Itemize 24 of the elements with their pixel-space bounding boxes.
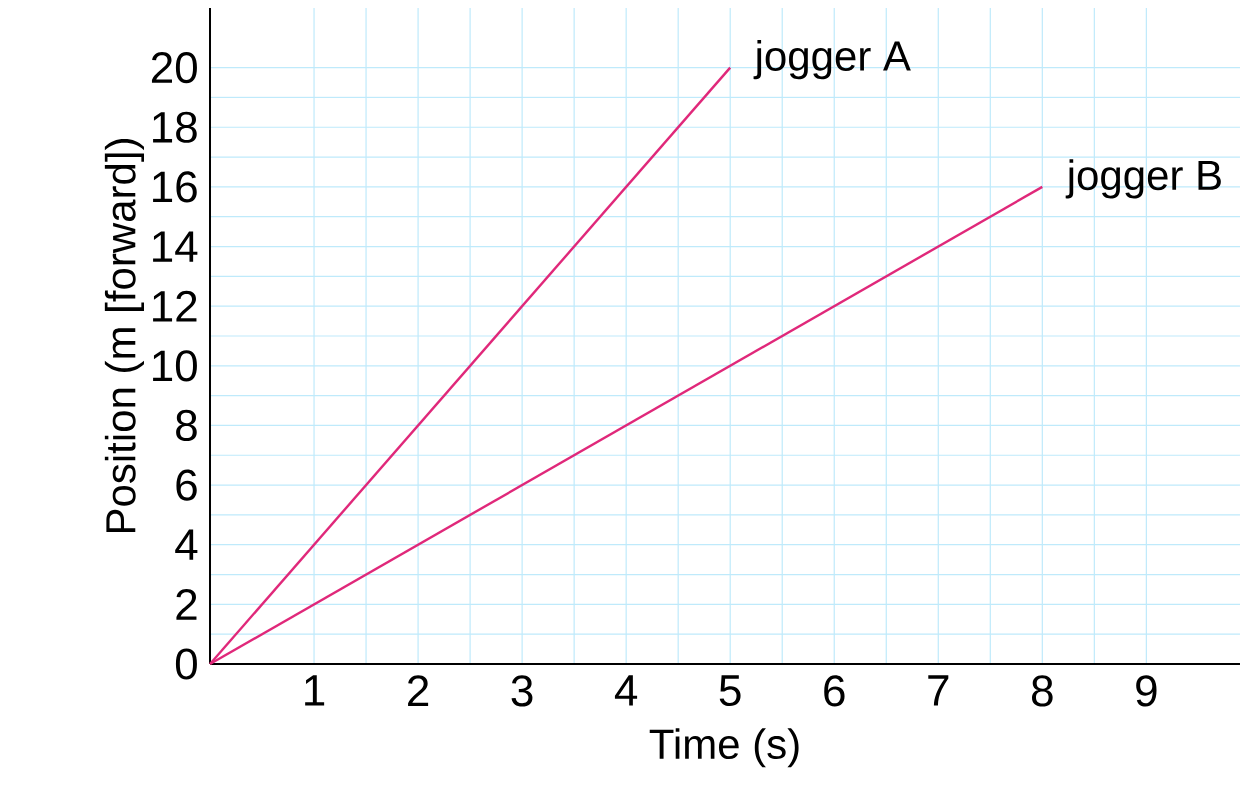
x-tick-label: 5	[719, 675, 741, 707]
y-tick-label: 6	[176, 469, 197, 501]
y-tick-label: 8	[176, 409, 197, 442]
y-tick-label: 2	[176, 588, 197, 620]
x-tick-label: 3	[511, 675, 533, 707]
y-tick-label: 0	[175, 648, 197, 680]
series-label: jogger A	[753, 40, 911, 80]
y-tick-label: 14	[153, 231, 198, 262]
y-tick-label: 18	[153, 111, 197, 143]
y-tick-label: 12	[153, 290, 197, 322]
x-tick-label: 9	[1136, 675, 1157, 707]
y-axis-title: Position (m [forward])	[104, 139, 144, 533]
y-tick-label: 10	[153, 350, 197, 382]
x-tick-label: 2	[408, 675, 429, 707]
x-tick-label: 7	[928, 675, 949, 706]
x-tick-label: 1	[305, 675, 325, 706]
x-axis-title: Time (s)	[649, 728, 799, 768]
y-tick-label: 20	[151, 52, 197, 84]
x-tick-label: 6	[824, 675, 845, 707]
y-tick-label: 4	[175, 529, 198, 560]
series-label: jogger B	[1065, 159, 1221, 199]
y-tick-label: 16	[153, 171, 197, 203]
x-tick-label: 4	[614, 675, 638, 706]
x-tick-label: 8	[1031, 675, 1053, 707]
